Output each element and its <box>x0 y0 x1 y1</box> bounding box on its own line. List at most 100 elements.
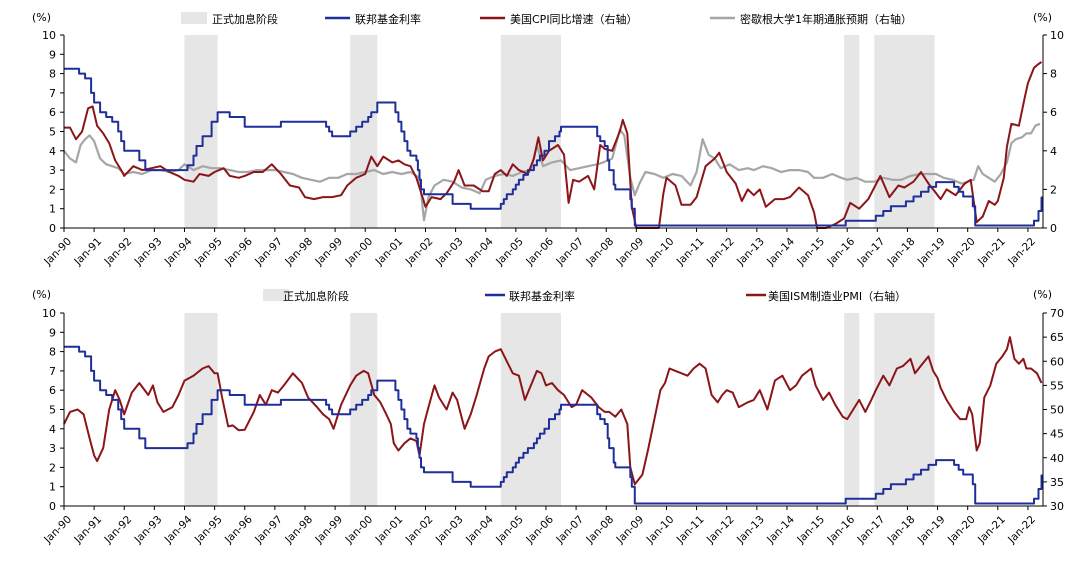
bottom-left-tick-label: 9 <box>49 326 56 339</box>
bottom-hike-period-4 <box>874 313 935 506</box>
top-left-tick-label: 6 <box>49 106 56 119</box>
bottom-x-tick-label: Jan-95 <box>192 514 225 547</box>
bottom-left-tick-label: 4 <box>49 423 56 436</box>
bottom-left-tick-label: 10 <box>42 307 56 320</box>
top-x-tick-label: Jan-94 <box>162 235 195 268</box>
bottom-x-tick-label: Jan-91 <box>71 514 104 547</box>
bottom-x-tick-label: Jan-14 <box>764 513 797 546</box>
top-hike-period-4 <box>874 35 935 228</box>
bottom-left-tick-label: 5 <box>49 404 56 417</box>
top-left-tick-label: 8 <box>49 68 56 81</box>
bottom-x-tick-label: Jan-94 <box>162 513 195 546</box>
top-x-tick-label: Jan-03 <box>433 236 466 269</box>
top-right-tick-label: 8 <box>1050 68 1057 81</box>
top-x-tick-label: Jan-16 <box>824 235 857 268</box>
top-x-tick-label: Jan-00 <box>343 236 376 269</box>
top-x-axis-ticks: Jan-90Jan-91Jan-92Jan-93Jan-94Jan-95Jan-… <box>41 228 1038 268</box>
bottom-right-tick-label: 35 <box>1050 476 1064 489</box>
bottom-hike-period-0 <box>184 313 218 506</box>
bottom-right-tick-label: 60 <box>1050 355 1064 368</box>
bottom-x-tick-label: Jan-16 <box>824 513 857 546</box>
bottom-right-tick-label: 55 <box>1050 379 1064 392</box>
bottom-x-tick-label: Jan-20 <box>945 514 978 547</box>
bottom-x-tick-label: Jan-03 <box>433 514 466 547</box>
bottom-right-tick-label: 70 <box>1050 307 1064 320</box>
bottom-x-tick-label: Jan-98 <box>282 514 315 547</box>
top-x-tick-label: Jan-12 <box>704 236 737 269</box>
top-x-tick-label: Jan-14 <box>764 235 797 268</box>
top-hike-period-2 <box>500 35 562 228</box>
top-x-tick-label: Jan-10 <box>644 236 677 269</box>
bottom-x-tick-label: Jan-92 <box>102 514 135 547</box>
bottom-x-tick-label: Jan-96 <box>222 513 255 546</box>
bottom-left-tick-label: 8 <box>49 346 56 359</box>
top-x-tick-label: Jan-08 <box>584 236 617 269</box>
top-x-tick-label: Jan-99 <box>312 236 345 269</box>
top-x-tick-label: Jan-22 <box>1005 236 1038 269</box>
top-x-tick-label: Jan-20 <box>945 236 978 269</box>
top-right-tick-label: 4 <box>1050 145 1057 158</box>
top-left-tick-label: 9 <box>49 48 56 61</box>
top-legend-cpi-label: 美国CPI同比增速（右轴） <box>510 12 638 26</box>
bottom-legend-fed-label: 联邦基金利率 <box>509 289 575 303</box>
bottom-x-tick-label: Jan-21 <box>975 514 1008 547</box>
bottom-left-tick-label: 2 <box>49 461 56 474</box>
top-series-group <box>63 61 1043 229</box>
bottom-x-tick-label: Jan-90 <box>41 514 74 547</box>
top-x-tick-label: Jan-96 <box>222 235 255 268</box>
bottom-right-tick-label: 40 <box>1050 452 1064 465</box>
top-right-tick-label: 10 <box>1050 29 1064 42</box>
bottom-left-tick-label: 1 <box>49 481 56 494</box>
top-left-tick-label: 0 <box>49 222 56 235</box>
bottom-left-tick-label: 7 <box>49 365 56 378</box>
top-x-tick-label: Jan-15 <box>794 236 827 269</box>
top-x-tick-label: Jan-17 <box>855 236 888 269</box>
bottom-x-tick-label: Jan-08 <box>584 514 617 547</box>
top-x-tick-label: Jan-92 <box>102 236 135 269</box>
bottom-x-tick-label: Jan-05 <box>493 514 526 547</box>
top-legend-shade-swatch <box>181 12 207 24</box>
top-left-tick-label: 3 <box>49 164 56 177</box>
bottom-x-tick-label: Jan-09 <box>614 514 647 547</box>
top-x-tick-label: Jan-06 <box>523 235 556 268</box>
bottom-series-fed-line <box>64 345 1043 505</box>
top-x-tick-label: Jan-97 <box>252 236 285 269</box>
bottom-left-unit: (%) <box>32 288 51 301</box>
top-left-tick-label: 2 <box>49 183 56 196</box>
top-x-tick-label: Jan-07 <box>553 236 586 269</box>
top-x-tick-label: Jan-13 <box>734 236 767 269</box>
bottom-x-tick-label: Jan-22 <box>1005 514 1038 547</box>
top-x-tick-label: Jan-05 <box>493 236 526 269</box>
top-left-tick-label: 4 <box>49 145 56 158</box>
top-series-umich-line <box>63 122 1041 222</box>
top-right-tick-label: 2 <box>1050 183 1057 196</box>
top-left-tick-label: 5 <box>49 126 56 139</box>
bottom-x-tick-label: Jan-07 <box>553 514 586 547</box>
bottom-x-tick-label: Jan-93 <box>132 514 165 547</box>
top-x-tick-label: Jan-21 <box>975 236 1008 269</box>
top-left-unit: (%) <box>32 11 51 24</box>
bottom-right-axis-ticks: 30 35 40 45 50 55 60 65 70 <box>1043 307 1064 513</box>
top-series-fed-line <box>64 67 1043 227</box>
top-right-tick-label: 6 <box>1050 106 1057 119</box>
bottom-right-tick-label: 30 <box>1050 500 1064 513</box>
top-x-tick-label: Jan-02 <box>403 236 436 269</box>
top-right-unit: (%) <box>1033 11 1052 24</box>
top-x-tick-label: Jan-90 <box>41 236 74 269</box>
bottom-x-tick-label: Jan-01 <box>373 514 406 547</box>
bottom-left-tick-label: 0 <box>49 500 56 513</box>
top-legend-umich-label: 密歇根大学1年期通胀预期（右轴） <box>740 12 912 26</box>
top-x-tick-label: Jan-01 <box>373 236 406 269</box>
top-hike-period-3 <box>844 35 860 228</box>
bottom-x-axis-ticks: Jan-90Jan-91Jan-92Jan-93Jan-94Jan-95Jan-… <box>41 506 1038 546</box>
bottom-x-tick-label: Jan-13 <box>734 514 767 547</box>
top-legend-shade-label: 正式加息阶段 <box>212 12 278 26</box>
top-legend: 正式加息阶段 联邦基金利率 美国CPI同比增速（右轴） 密歇根大学1年期通胀预期… <box>181 12 912 26</box>
bottom-series-pmi-line <box>63 336 1043 486</box>
top-x-tick-label: Jan-91 <box>71 236 104 269</box>
bottom-left-axis-ticks: 0 1 2 3 4 5 6 7 8 9 10 <box>42 307 64 513</box>
top-x-tick-label: Jan-19 <box>915 236 948 269</box>
bottom-legend-pmi-label: 美国ISM制造业PMI（右轴） <box>768 289 906 303</box>
top-legend-fed-label: 联邦基金利率 <box>355 12 421 26</box>
